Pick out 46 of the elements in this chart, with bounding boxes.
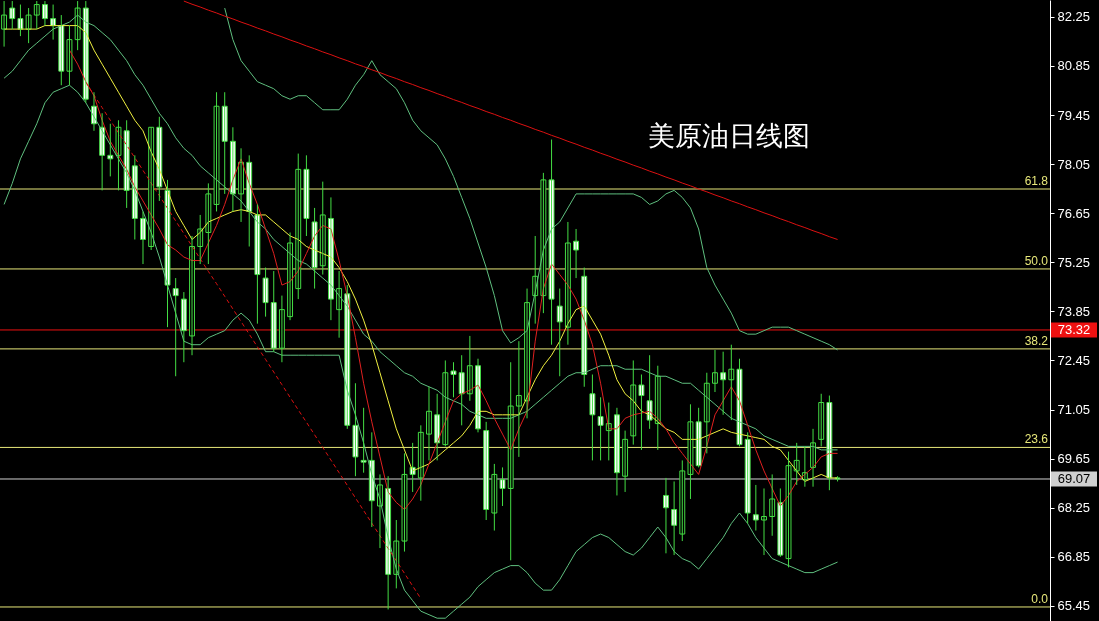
y-tick-label: 72.45 <box>1057 352 1091 368</box>
candlestick <box>213 91 220 212</box>
candlestick <box>499 466 506 507</box>
candlestick <box>597 396 604 461</box>
candlestick <box>311 207 318 290</box>
candlestick <box>262 267 269 318</box>
candlestick <box>164 179 171 328</box>
y-tick-label: 79.45 <box>1057 107 1091 123</box>
y-tick-label: 76.65 <box>1057 205 1091 221</box>
y-tick-label: 65.45 <box>1057 598 1091 614</box>
candlestick <box>548 139 555 346</box>
text: 23.6 <box>1024 432 1049 447</box>
candlestick <box>752 484 759 532</box>
line-series <box>224 7 839 351</box>
y-tick-label: 69.65 <box>1057 451 1091 467</box>
candlestick <box>9 0 16 30</box>
candlestick <box>401 452 408 553</box>
candlestick <box>303 154 310 237</box>
candlestick <box>556 288 563 377</box>
candlestick <box>66 25 73 86</box>
candlestick <box>687 403 694 500</box>
y-tick-label: 73.85 <box>1057 303 1091 319</box>
line-series <box>3 84 839 619</box>
y-tick-label: 80.85 <box>1057 58 1091 74</box>
line-series <box>183 0 839 240</box>
text: 61.8 <box>1024 174 1049 188</box>
candlestick <box>638 373 645 451</box>
candlestick <box>785 451 792 568</box>
ref-line-label: 69.07 <box>1057 470 1091 486</box>
candlestick <box>360 407 367 474</box>
y-tick-label: 75.25 <box>1057 254 1091 270</box>
y-tick-label: 68.25 <box>1057 500 1091 516</box>
candlestick <box>589 373 596 461</box>
y-tick-label: 78.05 <box>1057 156 1091 172</box>
y-tick-label: 66.85 <box>1057 549 1091 565</box>
line-series <box>85 81 422 600</box>
text: 0.0 <box>1031 591 1049 606</box>
candlestick <box>352 382 359 477</box>
candlestick <box>450 361 457 398</box>
candlestick <box>736 358 743 447</box>
text: 美原油日线图 <box>648 120 810 151</box>
y-tick-label: 71.05 <box>1057 402 1091 418</box>
ref-line-label: 73.32 <box>1057 321 1091 337</box>
text: 38.2 <box>1024 333 1049 348</box>
y-tick-label: 82.25 <box>1057 9 1091 25</box>
text: 50.0 <box>1024 253 1049 268</box>
